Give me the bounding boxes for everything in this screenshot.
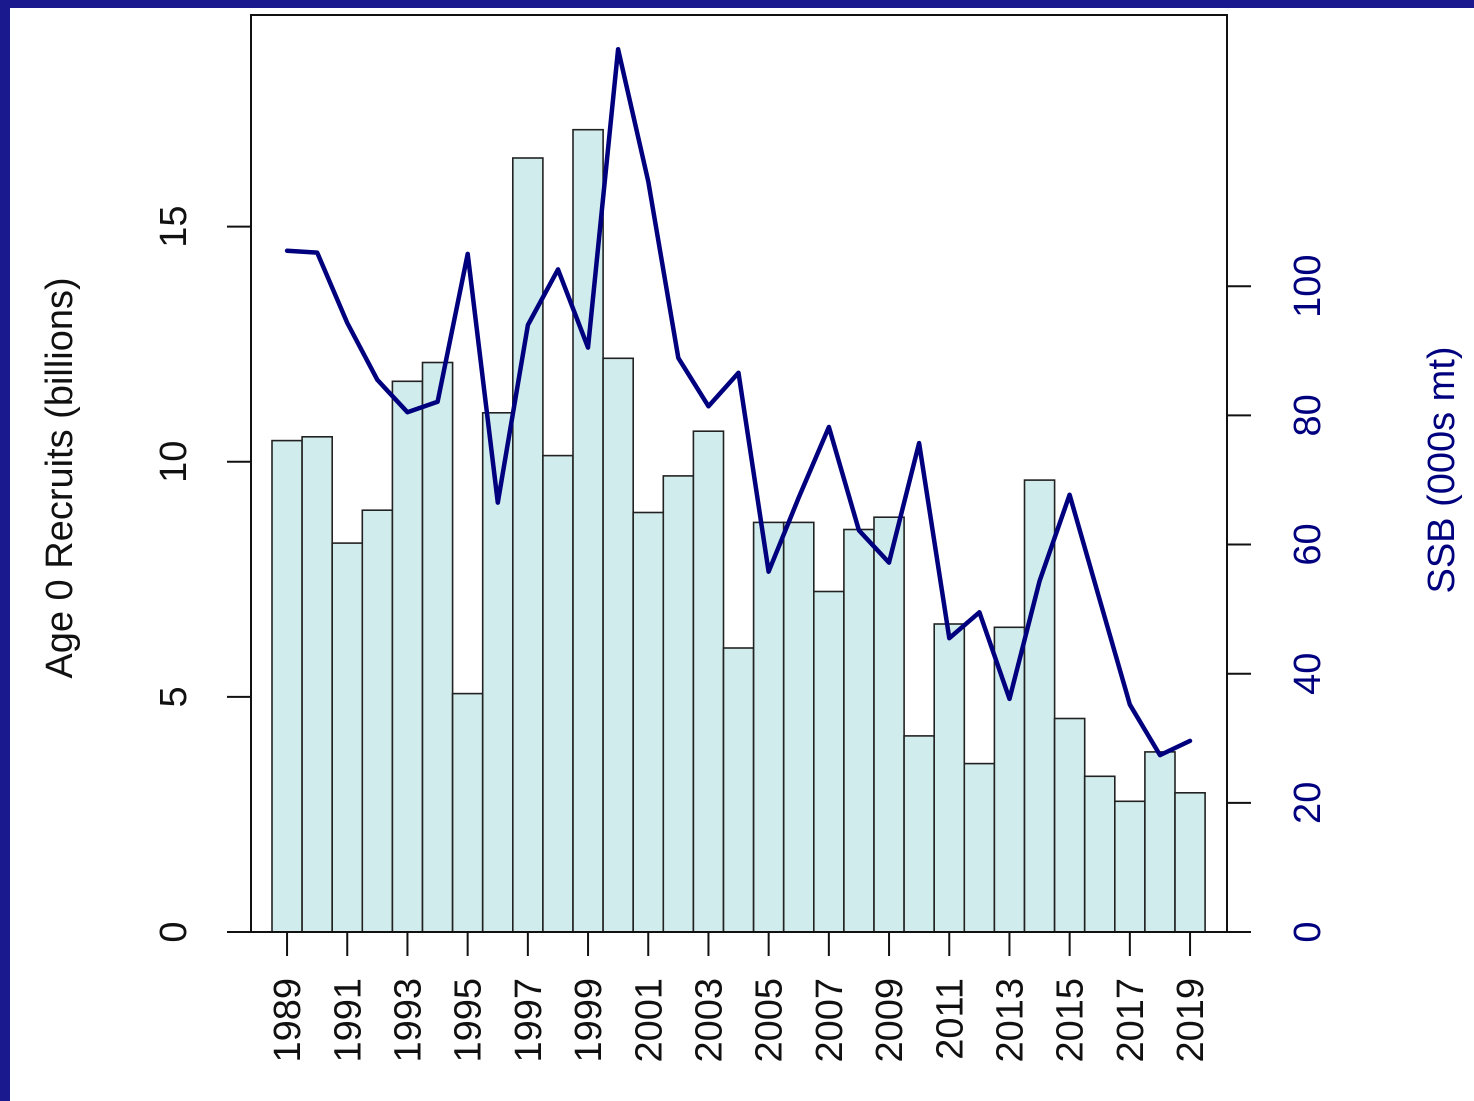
bar-2002: [662, 475, 695, 933]
y-right-tick-label-0: 0: [1287, 921, 1329, 942]
x-tick-label-2019: 2019: [1170, 978, 1212, 1063]
x-tick-label-2015: 2015: [1050, 978, 1092, 1063]
bar-1989: [271, 439, 303, 933]
bar-2001: [632, 511, 665, 933]
y-left-tick-label-0: 0: [153, 921, 195, 942]
x-tick-label-1991: 1991: [327, 978, 369, 1063]
y-right-tick-label-20: 20: [1287, 782, 1329, 824]
bar-1995: [451, 692, 484, 933]
x-tick-label-2003: 2003: [689, 978, 731, 1063]
bar-2018: [1144, 751, 1176, 933]
y-left-tick-label-15: 15: [153, 205, 195, 247]
x-tick-label-2011: 2011: [929, 978, 971, 1060]
bar-1994: [421, 361, 454, 933]
y-right-tick-label-100: 100: [1287, 254, 1329, 317]
y-left-tick-label-10: 10: [153, 441, 195, 483]
bar-2009: [873, 516, 905, 933]
bar-2000: [602, 357, 634, 933]
recruits-ssb-chart: 0 5 10 15 0 20 40 60 80 100 1989 1991 1993 1995 1997 19…: [39, 14, 1463, 1063]
y-left-tick-label-5: 5: [153, 686, 195, 707]
bar-2006: [782, 521, 815, 933]
x-tick-label-2001: 2001: [628, 978, 670, 1063]
bar-2011: [933, 623, 966, 933]
y-right-tick-label-80: 80: [1287, 394, 1329, 436]
x-tick-label-1997: 1997: [508, 978, 550, 1063]
x-tick-label-2009: 2009: [869, 978, 911, 1063]
bar-2015: [1053, 717, 1086, 933]
bar-2012: [963, 762, 996, 933]
bar-2008: [843, 528, 875, 933]
x-tick-label-2013: 2013: [990, 978, 1032, 1063]
y-right-tick-label-40: 40: [1287, 653, 1329, 695]
bar-2005: [752, 521, 785, 933]
x-tick-label-1999: 1999: [568, 978, 610, 1063]
y-axis-left-label: Age 0 Recruits (billions): [39, 277, 81, 678]
y-right-tick-label-60: 60: [1287, 523, 1329, 565]
x-tick-label-2007: 2007: [809, 978, 851, 1063]
x-tick-label-2017: 2017: [1110, 978, 1152, 1063]
bar-1998: [542, 454, 574, 933]
bar-2016: [1083, 775, 1116, 933]
bar-1991: [331, 542, 364, 933]
bar-1992: [361, 509, 394, 933]
bar-2017: [1114, 800, 1146, 933]
x-tick-label-1993: 1993: [387, 978, 429, 1063]
bar-2010: [903, 735, 935, 933]
bar-1990: [301, 435, 334, 933]
x-tick-label-1989: 1989: [267, 978, 309, 1063]
bar-1993: [391, 380, 424, 933]
bar-2007: [812, 590, 845, 933]
bar-1997: [511, 157, 544, 933]
y-axis-right-label: SSB (000s mt): [1421, 346, 1463, 593]
bar-2019: [1174, 791, 1206, 933]
x-tick-label-2005: 2005: [749, 978, 791, 1063]
chart-frame: 0 5 10 15 0 20 40 60 80 100 1989 1991 1993 1995 1997 19…: [10, 8, 1474, 1101]
x-tick-label-1995: 1995: [448, 978, 490, 1063]
bar-2004: [722, 647, 755, 933]
bar-2003: [692, 430, 725, 933]
